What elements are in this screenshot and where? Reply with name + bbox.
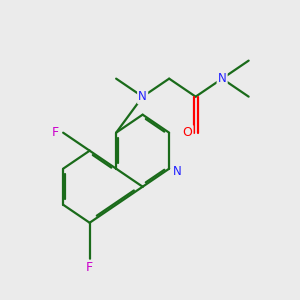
Text: F: F — [51, 126, 58, 139]
Text: N: N — [173, 165, 182, 178]
Text: N: N — [138, 90, 147, 103]
Text: O: O — [182, 126, 192, 139]
Text: N: N — [218, 72, 226, 85]
Text: F: F — [86, 261, 93, 274]
